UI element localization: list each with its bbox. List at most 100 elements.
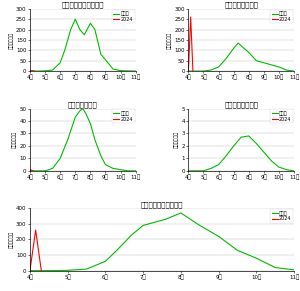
- Y-axis label: 誘殺数（頭）: 誘殺数（頭）: [8, 231, 13, 248]
- 2024: [187, 169, 190, 173]
- 平年値: [292, 69, 296, 73]
- 平年値: [69, 28, 73, 31]
- 平年値: [119, 69, 122, 72]
- 2024: [33, 69, 36, 73]
- 平年値: [198, 224, 202, 227]
- 平年値: [103, 58, 107, 61]
- 平年値: [36, 69, 39, 73]
- 平年値: [126, 69, 130, 73]
- 平年値: [82, 33, 86, 36]
- 平年値: [187, 169, 190, 173]
- 平年値: [164, 217, 168, 221]
- 平年値: [202, 69, 205, 73]
- 平年値: [209, 167, 213, 170]
- 平年値: [236, 41, 240, 45]
- Title: クサギカメムシ: クサギカメムシ: [68, 102, 98, 108]
- 平年値: [141, 224, 145, 227]
- 平年値: [254, 256, 258, 260]
- Line: 平年値: 平年値: [188, 43, 294, 71]
- 2024: [187, 69, 190, 73]
- 平年値: [88, 122, 92, 125]
- Title: アオクサカメムシ: アオクサカメムシ: [224, 102, 258, 108]
- 平年値: [292, 169, 296, 173]
- 平年値: [58, 61, 62, 65]
- 平年値: [254, 59, 258, 63]
- 平年値: [285, 168, 288, 171]
- 2024: [191, 69, 195, 73]
- Y-axis label: 誘殺数（頭）: 誘殺数（頭）: [174, 131, 179, 148]
- 平年値: [51, 68, 54, 72]
- 2024: [28, 69, 32, 72]
- 平年値: [202, 169, 205, 173]
- 平年値: [179, 211, 183, 215]
- 平年値: [247, 134, 250, 138]
- Legend: 平年値, 2024: 平年値, 2024: [112, 109, 135, 123]
- 平年値: [277, 65, 281, 69]
- 平年値: [63, 49, 67, 52]
- 平年値: [273, 266, 277, 269]
- 平年値: [232, 144, 236, 148]
- 平年値: [28, 69, 32, 73]
- 平年値: [247, 51, 250, 54]
- 平年値: [28, 269, 32, 272]
- Legend: 平年値, 2024: 平年値, 2024: [270, 10, 293, 23]
- 平年値: [236, 249, 239, 252]
- 平年値: [126, 169, 130, 173]
- 平年値: [115, 249, 119, 252]
- Title: ツヤアオカメムシ: ツヤアオカメムシ: [224, 2, 258, 8]
- 平年値: [270, 159, 273, 163]
- 平年値: [239, 135, 243, 139]
- 平年値: [99, 154, 103, 158]
- 平年値: [232, 47, 236, 50]
- 2024: [40, 269, 43, 272]
- 平年値: [78, 28, 82, 31]
- 平年値: [262, 61, 266, 65]
- 2024: [202, 169, 205, 173]
- 平年値: [93, 138, 97, 141]
- 平年値: [85, 267, 88, 271]
- Line: 2024: 2024: [188, 17, 193, 71]
- 平年値: [153, 221, 156, 224]
- 平年値: [130, 233, 134, 237]
- Title: 主要カメムシ４種合計: 主要カメムシ４種合計: [141, 201, 183, 208]
- 平年値: [66, 269, 70, 272]
- 平年値: [217, 235, 220, 238]
- 2024: [189, 15, 193, 19]
- 平年値: [103, 260, 107, 263]
- 平年値: [134, 69, 137, 73]
- 平年値: [224, 57, 228, 60]
- 平年値: [134, 169, 137, 173]
- Line: 2024: 2024: [30, 230, 41, 271]
- 平年値: [224, 154, 228, 158]
- 平年値: [254, 142, 258, 145]
- Line: 2024: 2024: [30, 170, 33, 171]
- 2024: [31, 169, 35, 173]
- 平年値: [111, 167, 115, 170]
- 2024: [28, 168, 32, 171]
- 平年値: [241, 45, 244, 49]
- 平年値: [66, 138, 70, 141]
- 2024: [28, 268, 32, 272]
- 平年値: [217, 65, 220, 69]
- 平年値: [262, 150, 266, 154]
- Legend: 平年値, 2024: 平年値, 2024: [112, 10, 135, 23]
- 平年値: [292, 268, 296, 272]
- Line: 平年値: 平年値: [30, 213, 294, 271]
- Line: 平年値: 平年値: [30, 19, 136, 71]
- Line: 平年値: 平年値: [188, 136, 294, 171]
- 平年値: [285, 68, 288, 72]
- 平年値: [28, 169, 32, 173]
- Legend: 平年値, 2024: 平年値, 2024: [270, 209, 293, 223]
- 平年値: [74, 17, 77, 21]
- 平年値: [47, 269, 51, 272]
- Y-axis label: 誘殺数（頭）: 誘殺数（頭）: [12, 131, 17, 148]
- Y-axis label: 誘殺数（頭）: 誘殺数（頭）: [8, 31, 13, 49]
- 平年値: [43, 169, 47, 173]
- 平年値: [187, 69, 190, 73]
- Title: チャバネアオカメムシ: チャバネアオカメムシ: [61, 2, 104, 8]
- 平年値: [78, 109, 82, 113]
- 平年値: [277, 165, 281, 169]
- 平年値: [58, 157, 62, 160]
- 平年値: [88, 22, 92, 25]
- 平年値: [43, 69, 47, 73]
